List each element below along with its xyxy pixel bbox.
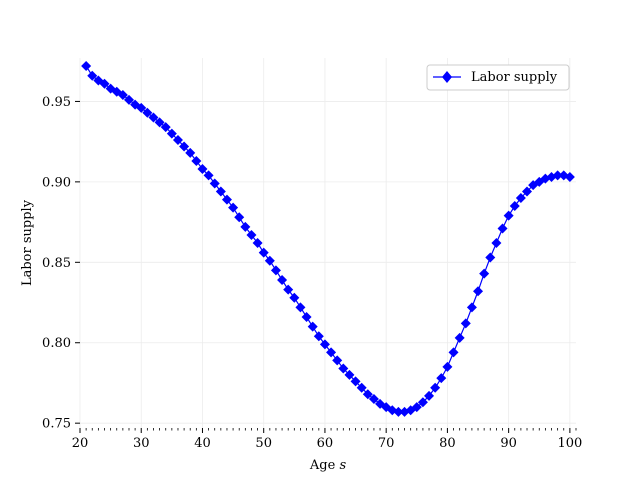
x-tick-label: 70 — [378, 436, 395, 451]
x-tick-label: 30 — [133, 436, 150, 451]
y-tick-label: 0.85 — [42, 256, 71, 271]
data-point — [258, 247, 269, 258]
data-point — [197, 164, 208, 174]
data-point — [466, 302, 477, 313]
x-tick-label: 40 — [194, 436, 211, 451]
x-axis: 20 30 40 50 60 70 80 90 100 — [72, 428, 582, 451]
data-point — [454, 332, 465, 343]
data-point — [424, 390, 435, 401]
data-point — [515, 192, 526, 203]
data-point — [270, 265, 281, 276]
x-tick-label: 50 — [255, 436, 272, 451]
y-tick-label: 0.95 — [42, 95, 71, 110]
x-tick-label: 100 — [557, 436, 582, 451]
data-point — [203, 170, 214, 181]
data-point — [509, 201, 520, 211]
data-point — [166, 128, 177, 139]
y-tick-label: 0.80 — [42, 336, 71, 351]
data-point — [185, 147, 196, 158]
legend-box — [426, 64, 570, 91]
data-point — [344, 369, 355, 380]
data-point — [350, 376, 361, 387]
y-axis-label: Labor supply — [20, 199, 35, 286]
data-point — [301, 312, 312, 322]
data-point — [240, 221, 251, 232]
data-point — [460, 318, 471, 329]
data-point — [117, 90, 128, 100]
data-point — [448, 347, 459, 358]
data-point — [503, 210, 514, 221]
data-point — [179, 141, 190, 152]
data-point — [473, 286, 484, 297]
data-point — [87, 70, 98, 81]
data-point — [436, 373, 447, 384]
data-point — [81, 61, 92, 72]
data-point — [411, 402, 422, 413]
data-point — [154, 117, 165, 128]
data-point — [246, 229, 257, 240]
data-point — [277, 275, 288, 285]
data-point — [430, 382, 441, 393]
data-point — [264, 255, 275, 266]
data-point — [289, 292, 300, 303]
data-point — [485, 252, 496, 263]
legend: Labor supply — [426, 64, 570, 91]
data-point — [564, 172, 575, 183]
data-point — [209, 178, 220, 189]
data-point — [313, 331, 324, 342]
data-point — [393, 406, 404, 417]
data-point — [228, 202, 239, 213]
data-point — [332, 355, 343, 366]
data-point — [356, 382, 367, 393]
y-axis: 0.75 0.80 0.85 0.90 0.95 — [42, 95, 80, 432]
data-point — [522, 186, 533, 197]
legend-diamond-icon — [442, 71, 452, 83]
data-point — [123, 94, 134, 105]
data-point — [160, 122, 171, 133]
y-tick-label: 0.90 — [42, 175, 71, 190]
data-point — [295, 302, 306, 313]
data-point — [362, 389, 373, 400]
data-point — [368, 394, 379, 405]
data-point — [417, 397, 428, 408]
data-point — [99, 78, 110, 89]
data-point — [307, 321, 318, 332]
data-point — [136, 102, 147, 113]
x-tick-label: 90 — [500, 436, 517, 451]
data-point — [142, 107, 153, 118]
data-point — [283, 284, 294, 295]
x-tick-label: 20 — [72, 436, 89, 451]
data-point — [252, 238, 263, 248]
data-point — [491, 238, 502, 248]
data-point — [338, 363, 349, 374]
data-point — [215, 186, 226, 197]
data-point — [326, 347, 337, 358]
x-tick-label: 80 — [439, 436, 456, 451]
data-point — [319, 339, 330, 350]
data-point — [552, 170, 563, 181]
data-point — [234, 212, 245, 223]
data-point — [148, 112, 159, 123]
data-point — [497, 223, 508, 234]
data-point — [172, 135, 183, 146]
data-point — [221, 194, 232, 205]
legend-label: Labor supply — [471, 70, 558, 85]
series-layer — [81, 61, 575, 417]
x-axis-label: Age s — [309, 458, 347, 473]
data-point — [442, 361, 453, 372]
y-tick-label: 0.75 — [42, 417, 71, 432]
data-point — [479, 268, 490, 279]
x-tick-label: 60 — [317, 436, 334, 451]
data-point — [191, 155, 202, 166]
